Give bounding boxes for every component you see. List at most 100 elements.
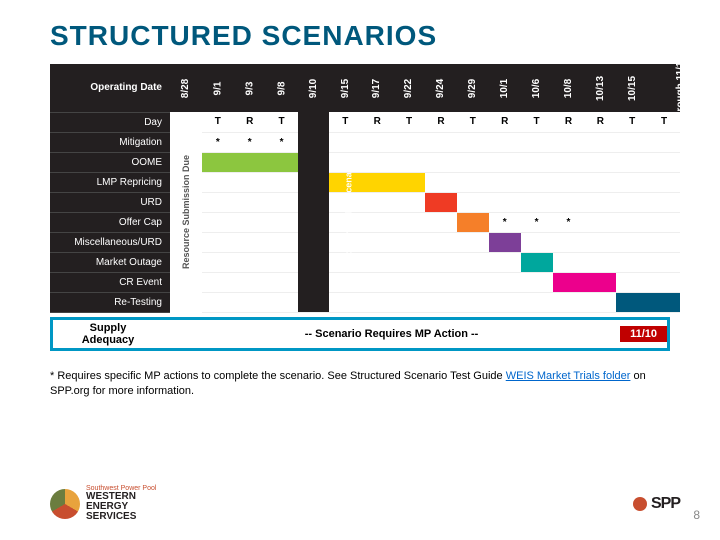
page-number: 8 xyxy=(693,508,700,522)
mitigation-cell xyxy=(170,132,202,152)
bar-cell: * xyxy=(553,212,585,232)
bar-cell xyxy=(553,252,585,272)
row-marketoutage: Market Outage xyxy=(50,252,170,272)
bar-cell xyxy=(266,272,298,292)
rowhdr-operating-date: Operating Date xyxy=(50,64,170,112)
bar-cell xyxy=(202,232,234,252)
mitigation-cell xyxy=(648,132,680,152)
mitigation-cell xyxy=(584,132,616,152)
bar-cell xyxy=(457,152,489,172)
bar-cell: * xyxy=(489,212,521,232)
bar-cell xyxy=(648,192,680,212)
footnote: * Requires specific MP actions to comple… xyxy=(50,369,670,400)
bar-cell xyxy=(457,192,489,212)
bar-cell xyxy=(234,192,266,212)
supply-adequacy-label: Supply Adequacy xyxy=(53,320,163,348)
bar-cell xyxy=(234,212,266,232)
page-title: STRUCTURED SCENARIOS xyxy=(0,0,720,64)
bar-cell xyxy=(266,232,298,252)
bar-cell xyxy=(234,152,266,172)
bar-cell xyxy=(170,172,202,192)
bar-cell xyxy=(170,272,202,292)
bar-cell xyxy=(648,152,680,172)
date-col: 9/29 xyxy=(457,64,489,112)
row-oome: OOME xyxy=(50,152,170,172)
bar-cell xyxy=(584,252,616,272)
bar-cell xyxy=(457,212,489,232)
bar-cell xyxy=(648,272,680,292)
bar-cell xyxy=(425,212,457,232)
mitigation-cell xyxy=(616,132,648,152)
bar-cell xyxy=(553,172,585,192)
bar-cell xyxy=(170,292,202,312)
bar-cell xyxy=(457,172,489,192)
bar-cell xyxy=(393,212,425,232)
bar-cell xyxy=(489,152,521,172)
bar-cell xyxy=(234,252,266,272)
bar-cell xyxy=(616,232,648,252)
spp-logo: SPP xyxy=(633,495,680,513)
bar-cell xyxy=(361,232,393,252)
bar-cell xyxy=(553,192,585,212)
bar-cell xyxy=(584,172,616,192)
bar-cell xyxy=(202,272,234,292)
bar-cell xyxy=(584,272,616,292)
date-col: 9/17 xyxy=(361,64,393,112)
mitigation-cell xyxy=(489,132,521,152)
weis-link[interactable]: WEIS Market Trials folder xyxy=(506,370,631,382)
row-lmprepricing: LMP Repricing xyxy=(50,172,170,192)
bar-cell xyxy=(202,192,234,212)
bar-cell xyxy=(425,252,457,272)
bar-cell xyxy=(521,172,553,192)
bar-cell xyxy=(584,292,616,312)
bar-cell xyxy=(234,172,266,192)
bar-cell xyxy=(553,232,585,252)
bar-cell xyxy=(648,292,680,312)
day-cell: T xyxy=(521,112,553,132)
day-cell: T xyxy=(202,112,234,132)
schedule-chart: Operating Date8/289/19/39/89/109/159/179… xyxy=(50,64,680,313)
bar-cell xyxy=(234,232,266,252)
bar-cell xyxy=(361,192,393,212)
bar-cell xyxy=(170,212,202,232)
day-cell: R xyxy=(489,112,521,132)
date-col: 10/8 xyxy=(553,64,585,112)
bar-cell xyxy=(266,192,298,212)
bar-cell xyxy=(202,152,234,172)
date-col: 9/24 xyxy=(425,64,457,112)
day-cell: R xyxy=(553,112,585,132)
row-offercap: Offer Cap xyxy=(50,212,170,232)
bar-cell xyxy=(584,192,616,212)
date-col: 9/22 xyxy=(393,64,425,112)
bar-cell xyxy=(170,252,202,272)
bar-cell xyxy=(425,272,457,292)
mitigation-cell xyxy=(329,132,361,152)
mitigation-cell: * xyxy=(234,132,266,152)
date-col: 9/10 xyxy=(298,64,330,112)
bar-cell xyxy=(489,172,521,192)
bar-cell xyxy=(393,292,425,312)
bar-cell xyxy=(202,292,234,312)
bar-cell xyxy=(616,152,648,172)
bar-cell xyxy=(361,292,393,312)
date-col: through 11/17 xyxy=(648,64,680,112)
mitigation-cell xyxy=(553,132,585,152)
bar-cell xyxy=(489,272,521,292)
bar-cell xyxy=(393,232,425,252)
bar-cell xyxy=(361,252,393,272)
bar-cell xyxy=(425,232,457,252)
date-col: 10/15 xyxy=(616,64,648,112)
bar-cell xyxy=(202,252,234,272)
bar-cell xyxy=(361,152,393,172)
gear-icon xyxy=(633,497,647,511)
supply-adequacy-mid: -- Scenario Requires MP Action -- xyxy=(163,326,620,342)
date-col: 9/3 xyxy=(234,64,266,112)
bar-cell xyxy=(393,192,425,212)
date-col: 9/15 xyxy=(329,64,361,112)
bar-cell xyxy=(584,232,616,252)
day-cell: R xyxy=(425,112,457,132)
mitigation-cell xyxy=(393,132,425,152)
bar-cell xyxy=(648,172,680,192)
mitigation-cell: * xyxy=(202,132,234,152)
bar-cell xyxy=(329,272,361,292)
